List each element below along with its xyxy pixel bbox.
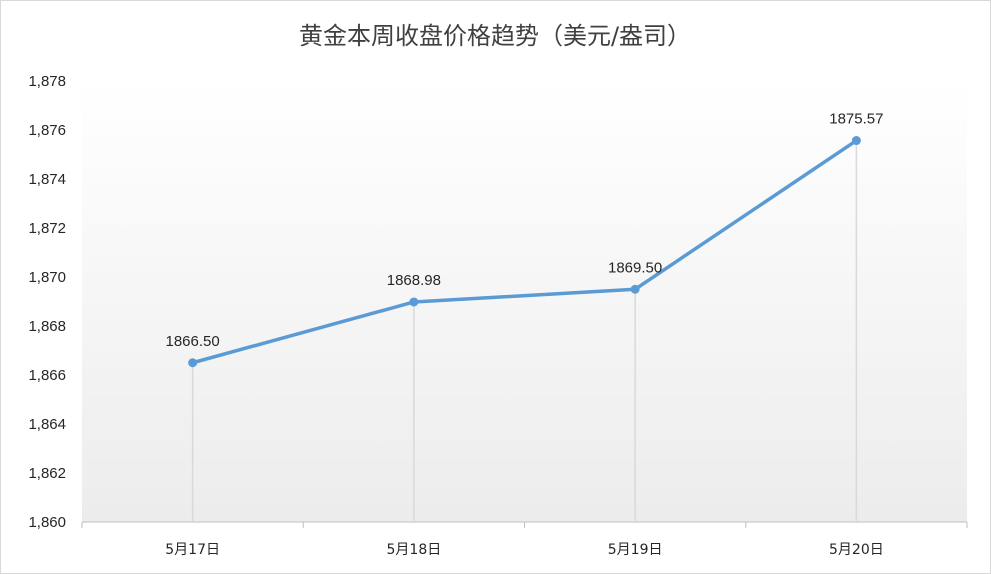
plot-area (82, 81, 967, 522)
data-label: 1875.57 (829, 111, 883, 128)
y-tick-label: 1,868 (28, 318, 66, 335)
chart-title: 黄金本周收盘价格趋势（美元/盎司） (299, 22, 691, 50)
x-tick-label: 5月17日 (165, 542, 220, 558)
data-point (630, 284, 640, 294)
data-labels: 1866.50 1868.98 1869.50 1875.57 (166, 111, 884, 350)
y-tick-label: 1,864 (28, 416, 66, 433)
x-tick-label: 5月20日 (829, 542, 884, 558)
data-label: 1866.50 (166, 333, 220, 350)
data-points (188, 136, 861, 368)
y-tick-label: 1,876 (28, 122, 66, 139)
data-label: 1869.50 (608, 259, 662, 276)
y-tick-label: 1,874 (28, 171, 66, 188)
y-tick-label: 1,866 (28, 367, 66, 384)
x-axis: 5月17日 5月18日 5月19日 5月20日 (81, 522, 968, 558)
data-label: 1868.98 (387, 272, 441, 289)
x-tick-label: 5月18日 (387, 542, 442, 558)
data-point (409, 297, 419, 307)
y-tick-label: 1,872 (28, 220, 66, 237)
x-tick-label: 5月19日 (608, 542, 663, 558)
y-tick-label: 1,878 (28, 73, 66, 90)
data-point (851, 136, 861, 146)
drop-lines (191, 140, 858, 522)
data-point (188, 358, 198, 368)
y-axis: 1,860 1,862 1,864 1,866 1,868 1,870 1,872 1,874… (28, 73, 66, 531)
y-tick-label: 1,870 (28, 269, 66, 286)
series-line (192, 139, 858, 365)
y-tick-label: 1,860 (28, 514, 66, 531)
y-tick-label: 1,862 (28, 465, 66, 482)
